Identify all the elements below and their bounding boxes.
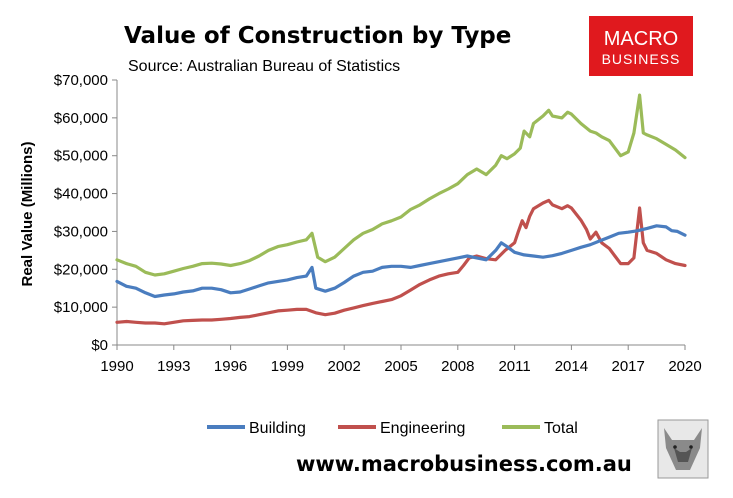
x-tick-label: 2014 — [555, 358, 588, 375]
x-tick-label: 2020 — [668, 358, 701, 375]
y-tick-label: $10,000 — [54, 299, 108, 316]
x-tick-label: 2017 — [612, 358, 645, 375]
x-tick-label: 1999 — [271, 358, 304, 375]
x-tick-label: 2008 — [441, 358, 474, 375]
x-tick-label: 2002 — [328, 358, 361, 375]
x-tick-label: 2005 — [384, 358, 417, 375]
y-tick-label: $20,000 — [54, 261, 108, 278]
legend-item-building: Building — [207, 420, 306, 437]
legend-label-total: Total — [544, 420, 578, 437]
y-tick-label: $70,000 — [54, 72, 108, 89]
legend-item-total: Total — [502, 420, 578, 437]
y-tick-label: $60,000 — [54, 110, 108, 127]
legend-item-engineering: Engineering — [338, 420, 465, 437]
x-tick-label: 2011 — [498, 358, 530, 375]
logo-line-1: MACRO — [604, 28, 678, 50]
x-axis: 1990 1993 1996 1999 2002 2005 2008 2011 2014 2017… — [100, 345, 702, 375]
logo-background — [589, 16, 693, 76]
y-axis-label: Real Value (Millions) — [19, 141, 36, 286]
series-line-engineering — [115, 198, 687, 326]
series-line-total — [115, 93, 687, 277]
legend-label-building: Building — [249, 420, 306, 437]
legend-label-engineering: Engineering — [380, 420, 465, 437]
x-tick-label: 1996 — [214, 358, 247, 375]
y-tick-label: $0 — [91, 337, 108, 354]
x-tick-label: 1990 — [100, 358, 133, 375]
x-tick-label: 1993 — [157, 358, 190, 375]
y-tick-label: $40,000 — [54, 186, 108, 203]
website-url: www.macrobusiness.com.au — [296, 452, 632, 476]
macrobusiness-logo: MACRO BUSINESS — [589, 16, 693, 76]
y-tick-label: $30,000 — [54, 223, 108, 240]
chart-title: Value of Construction by Type — [124, 23, 511, 49]
y-axis: $0 $10,000 $20,000 $30,000 $40,000 $50,000 $60… — [54, 72, 117, 354]
series-lines — [115, 93, 687, 326]
legend: Building Engineering Total — [207, 420, 578, 437]
y-tick-label: $50,000 — [54, 148, 108, 165]
wolf-logo-icon — [657, 419, 709, 479]
logo-line-2: BUSINESS — [602, 51, 681, 67]
chart-subtitle: Source: Australian Bureau of Statistics — [128, 58, 400, 75]
series-line-building — [115, 224, 687, 299]
